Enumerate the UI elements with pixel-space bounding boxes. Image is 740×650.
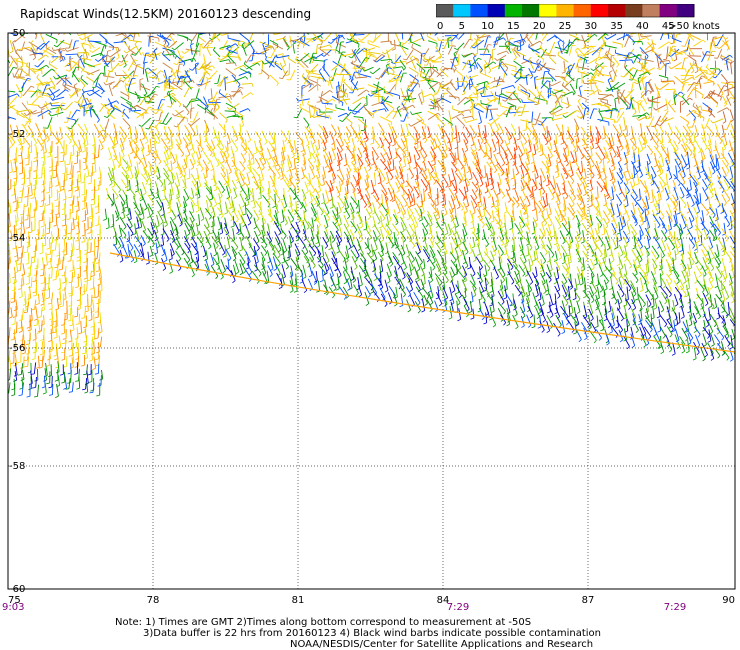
legend-label: 20	[533, 21, 546, 32]
longitude-labels: 75 78 81 84 87 90	[8, 595, 735, 606]
longitude-label: 87	[582, 595, 595, 606]
note-line-1: Note: 1) Times are GMT 2)Times along bot…	[115, 617, 532, 628]
lat-lon-grid	[8, 33, 735, 589]
map-title: Rapidscat Winds(12.5KM) 20160123 descend…	[20, 7, 312, 21]
longitude-label: 75	[8, 595, 21, 606]
longitude-label: 78	[147, 595, 160, 606]
legend-swatch	[590, 4, 609, 17]
note-line-2: 3)Data buffer is 22 hrs from 20160123 4)…	[143, 628, 601, 639]
legend-label: 0	[437, 21, 443, 32]
legend-swatch	[453, 4, 471, 17]
latitude-label: -50	[9, 28, 25, 39]
legend-label: 35	[610, 21, 623, 32]
time-label: 7:29	[447, 602, 469, 613]
legend-color-bar	[436, 4, 695, 18]
latitude-label: -52	[9, 129, 25, 140]
legend-swatch	[556, 4, 575, 17]
wind-speed-legend: 0 5 10 15 20 25 30 35 40 45>50 knots	[436, 4, 720, 32]
legend-label: 15	[507, 21, 520, 32]
wind-barbs	[8, 33, 735, 398]
legend-label: >50 knots	[668, 21, 720, 32]
legend-swatch	[470, 4, 489, 17]
legend-swatch	[436, 4, 454, 17]
note-line-3: NOAA/NESDIS/Center for Satellite Applica…	[290, 639, 594, 650]
latitude-label: -60	[9, 584, 25, 595]
longitude-label: 84	[437, 595, 450, 606]
latitude-label: -58	[9, 461, 25, 472]
latitude-label: -56	[9, 343, 25, 354]
legend-label: 45	[662, 21, 675, 32]
map-frame	[7, 32, 736, 590]
legend-label: 10	[481, 21, 494, 32]
legend-border	[436, 4, 695, 18]
legend-label: 40	[636, 21, 649, 32]
longitude-label: 81	[292, 595, 305, 606]
legend-label: 30	[584, 21, 597, 32]
longitude-label: 90	[722, 595, 735, 606]
legend-swatch	[608, 4, 626, 17]
legend-swatch	[625, 4, 643, 17]
latitude-label: -54	[9, 233, 25, 244]
legend-swatch	[642, 4, 661, 17]
legend-swatch	[487, 4, 506, 17]
legend-swatch	[522, 4, 540, 17]
time-labels: 9:03 7:29 7:29	[2, 602, 686, 613]
legend-swatch	[539, 4, 557, 17]
legend-swatch	[573, 4, 592, 17]
swath-edge-line	[109, 252, 735, 353]
latitude-labels: -50 -52 -54 -56 -58 -60	[9, 28, 25, 595]
time-label: 9:03	[2, 602, 24, 613]
legend-swatch	[659, 4, 678, 17]
legend-label: 25	[559, 21, 572, 32]
legend-swatch	[676, 4, 695, 17]
legend-swatch	[504, 4, 523, 17]
legend-label: 5	[459, 21, 465, 32]
legend-labels: 0 5 10 15 20 25 30 35 40 45>50 knots	[437, 21, 720, 32]
time-label: 7:29	[664, 602, 686, 613]
